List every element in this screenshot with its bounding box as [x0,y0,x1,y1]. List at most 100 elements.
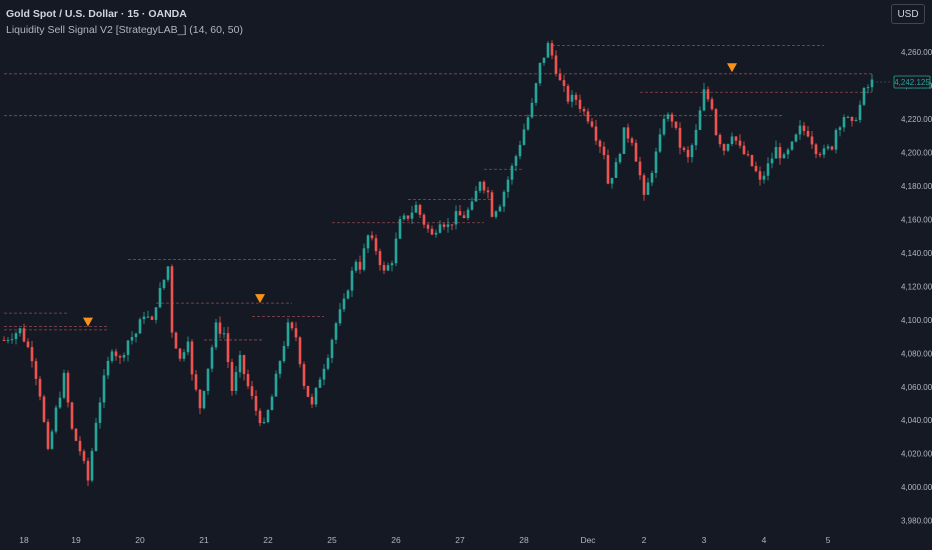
candle-body [818,154,822,156]
candle-body [822,148,826,155]
candle-body [866,87,870,89]
candle-body [706,89,710,100]
candle-body [182,352,186,359]
candle-body [550,43,554,56]
candle-body [322,368,326,380]
candle-body [814,144,818,155]
candle-body [98,402,102,423]
candle-body [726,144,730,151]
candle-body [278,361,282,374]
candle-body [754,166,758,172]
currency-button[interactable]: USD [891,4,925,24]
candle-body [190,341,194,375]
candle-body [26,341,30,348]
candle-body [298,337,302,365]
candle-body [826,146,830,149]
time-axis-label: 19 [71,535,81,545]
candle-body [666,114,670,119]
candle-body [806,131,810,137]
candle-body [802,125,806,132]
candle-body [330,339,334,359]
candle-body [718,134,722,145]
candle-body [586,111,590,122]
candle-body [2,339,6,341]
candle-body [154,307,158,320]
candle-body [474,190,478,202]
candle-body [158,288,162,308]
candle-body [30,347,34,362]
time-axis-label: 25 [327,535,337,545]
candle-body [590,121,594,127]
price-axis-label: 4,160.000 [901,215,932,224]
candle-body [294,328,298,338]
candle-body [638,161,642,176]
candle-body [342,298,346,310]
candle-body [18,328,22,334]
candle-body [258,410,262,424]
price-axis-label: 4,120.000 [901,282,932,291]
sell-signals [83,63,737,327]
candle-body [462,215,466,218]
candle-body [854,120,858,122]
candle-body [266,410,270,423]
candle-body [310,396,314,405]
candle-body [186,341,190,353]
candle-body [786,149,790,155]
candle-body [506,179,510,192]
candle-body [218,322,222,334]
candle-body [82,451,86,461]
candle-body [486,190,490,193]
candle-body [614,162,618,178]
candle-body [118,356,122,358]
candle-body [842,117,846,128]
candle-body [514,156,518,166]
candle-body [422,214,426,225]
candle-body [210,347,214,369]
candle-body [758,171,762,180]
candle-body [686,149,690,158]
candle-body [170,266,174,333]
candle-body [374,238,378,252]
candle-body [122,354,126,358]
candle-body [66,372,70,403]
candle-body [746,154,750,156]
candle-body [598,140,602,147]
candle-body [722,144,726,151]
candle-body [230,362,234,391]
time-axis-label: 3 [702,535,707,545]
time-axis-label: 20 [135,535,145,545]
symbol-title[interactable]: Gold Spot / U.S. Dollar · 15 · OANDA [6,8,187,20]
time-axis-label: 26 [391,535,401,545]
candle-body [702,89,706,111]
candle-body [314,387,318,405]
candle-body [386,265,390,271]
sell-signal-marker [727,63,737,73]
candle-body [50,431,54,449]
candle-body [622,127,626,154]
time-axis-label: 4 [762,535,767,545]
candle-body [358,261,362,270]
candle-body [262,422,266,424]
candle-body [698,110,702,130]
candle-body [522,129,526,145]
indicator-label[interactable]: Liquidity Sell Signal V2 [StrategyLAB_] … [6,24,243,36]
candle-body [226,333,230,363]
price-axis-label: 3,980.000 [901,517,932,526]
candle-body [438,224,442,233]
candle-body [102,375,106,403]
candle-body [478,181,482,191]
candle-body [838,127,842,131]
candle-body [862,88,866,105]
candle-body [62,372,66,398]
candle-body [602,146,606,156]
candle-body [810,136,814,145]
candle-body [146,316,150,318]
candle-body [490,192,494,217]
liquidity-levels [4,44,872,341]
candle-body [442,224,446,227]
chart-legend: Gold Spot / U.S. Dollar · 15 · OANDA Liq… [6,6,243,38]
candle-body [354,261,358,271]
candle-body [446,224,450,227]
